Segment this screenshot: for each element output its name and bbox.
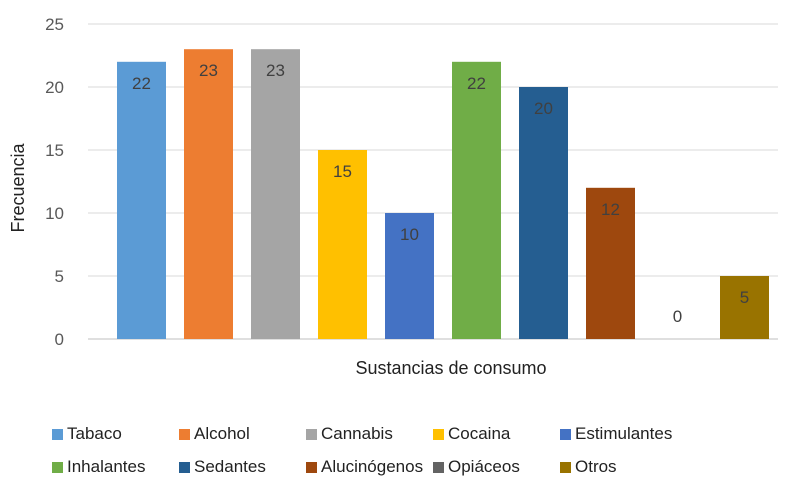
data-label: 23 [199, 61, 218, 80]
y-tick-label: 25 [45, 15, 64, 34]
y-axis-title: Frecuencia [8, 142, 28, 232]
y-tick-label: 15 [45, 141, 64, 160]
legend-swatch [560, 428, 571, 440]
data-label: 22 [132, 74, 151, 93]
bar-estimulantes [385, 213, 434, 339]
y-tick-label: 20 [45, 78, 64, 97]
bar-cannabis [251, 49, 300, 339]
y-tick-label: 10 [45, 204, 64, 223]
legend-swatch [52, 428, 63, 440]
legend-item: Otros [560, 457, 687, 477]
legend: Tabaco Alcohol Cannabis Cocaina Estimulantes… [52, 424, 782, 477]
legend-swatch [179, 428, 190, 440]
legend-item: Cannabis [306, 424, 433, 444]
legend-item: Alucinógenos [306, 457, 433, 477]
bar-alucinógenos [586, 187, 635, 339]
data-label: 15 [333, 162, 352, 181]
legend-item: Opiáceos [433, 457, 560, 477]
data-label: 12 [601, 200, 620, 219]
bar-sedantes [519, 87, 568, 339]
legend-label: Tabaco [67, 424, 122, 443]
legend-item: Cocaina [433, 424, 560, 444]
legend-swatch [52, 461, 63, 473]
data-label: 22 [467, 74, 486, 93]
legend-swatch [433, 461, 444, 473]
data-label: 5 [740, 288, 749, 307]
legend-label: Alucinógenos [321, 457, 424, 476]
legend-item: Alcohol [179, 424, 306, 444]
data-label: 0 [673, 307, 682, 326]
legend-item: Tabaco [52, 424, 179, 444]
legend-item: Sedantes [179, 457, 306, 477]
legend-label: Alcohol [194, 424, 250, 443]
legend-swatch [179, 461, 190, 473]
legend-label: Otros [575, 457, 617, 476]
legend-label: Opiáceos [448, 457, 520, 476]
bar-tabaco [117, 61, 166, 340]
y-tick-label: 5 [55, 267, 64, 286]
x-axis-title: Sustancias de consumo [355, 358, 546, 378]
legend-swatch [306, 428, 317, 440]
legend-label: Estimulantes [575, 424, 673, 443]
legend-item: Estimulantes [560, 424, 687, 444]
legend-item: Inhalantes [52, 457, 179, 477]
legend-label: Cocaina [448, 424, 511, 443]
legend-label: Cannabis [321, 424, 393, 443]
legend-label: Inhalantes [67, 457, 146, 476]
data-label: 23 [266, 61, 285, 80]
bar-otros [720, 276, 769, 339]
data-label: 10 [400, 225, 419, 244]
bar-alcohol [184, 49, 233, 339]
bar-inhalantes [452, 61, 501, 340]
legend-label: Sedantes [194, 457, 266, 476]
legend-swatch [433, 428, 444, 440]
legend-swatch [306, 461, 317, 473]
y-tick-label: 0 [55, 330, 64, 349]
bar-cocaina [318, 150, 367, 339]
data-label: 20 [534, 99, 553, 118]
legend-swatch [560, 461, 571, 473]
